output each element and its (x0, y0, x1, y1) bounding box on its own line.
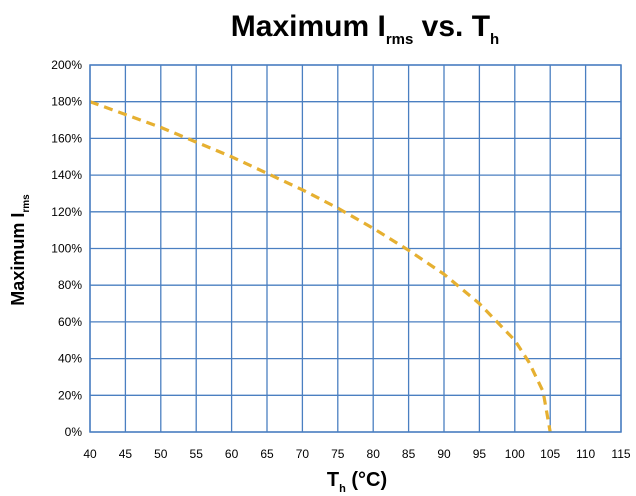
x-tick-label: 100 (505, 447, 525, 461)
y-tick-label: 60% (58, 315, 82, 329)
y-tick-label: 120% (51, 205, 82, 219)
y-tick-label: 180% (51, 95, 82, 109)
x-tick-label: 40 (83, 447, 97, 461)
x-tick-label: 55 (190, 447, 204, 461)
x-axis-label-main: T (327, 469, 339, 491)
x-tick-label: 115 (611, 447, 630, 461)
chart-title-main-sub: rms (386, 31, 414, 48)
chart-title: Maximum Irms vs. Th (231, 10, 499, 48)
x-tick-label: 85 (402, 447, 416, 461)
x-axis-label: Th (°C) (327, 469, 387, 495)
x-tick-label: 65 (260, 447, 274, 461)
series-line (89, 100, 552, 433)
y-tick-label: 140% (51, 168, 82, 182)
x-axis-label-rest: (°C) (346, 469, 387, 491)
x-tick-label: 105 (540, 447, 560, 461)
y-axis-label-main: Maximum I (8, 213, 28, 306)
x-tick-label: 90 (437, 447, 451, 461)
series-group (89, 100, 552, 433)
x-tick-label: 50 (154, 447, 168, 461)
y-tick-label: 0% (65, 425, 83, 439)
x-tick-label: 95 (473, 447, 487, 461)
x-tick-label: 70 (296, 447, 310, 461)
x-tick-label: 80 (367, 447, 381, 461)
x-axis-label-sub: h (339, 483, 346, 495)
y-tick-label: 40% (58, 352, 82, 366)
x-tick-label: 60 (225, 447, 239, 461)
x-axis-ticks: 40 45 50 55 60 65 70 75 80 85 90 95 100 105 110 115 (83, 447, 631, 461)
y-axis-label: Maximum Irms (8, 194, 32, 306)
chart-title-main: Maximum I (231, 10, 386, 43)
x-tick-label: 45 (119, 447, 133, 461)
x-tick-label: 75 (331, 447, 345, 461)
y-tick-label: 200% (51, 58, 82, 72)
y-tick-label: 80% (58, 278, 82, 292)
plot-frame (89, 64, 622, 433)
y-axis-label-sub: rms (21, 194, 32, 213)
y-tick-label: 20% (58, 388, 82, 402)
chart-title-mid: vs. T (413, 10, 490, 43)
y-axis-ticks: 0% 20% 40% 60% 80% 100% 120% 140% 160% 180% 200% (51, 58, 82, 439)
x-tick-label: 110 (576, 447, 595, 461)
chart-title-mid-sub: h (490, 31, 499, 48)
y-tick-label: 100% (51, 242, 82, 256)
y-tick-label: 160% (51, 131, 82, 145)
grid (89, 64, 622, 433)
